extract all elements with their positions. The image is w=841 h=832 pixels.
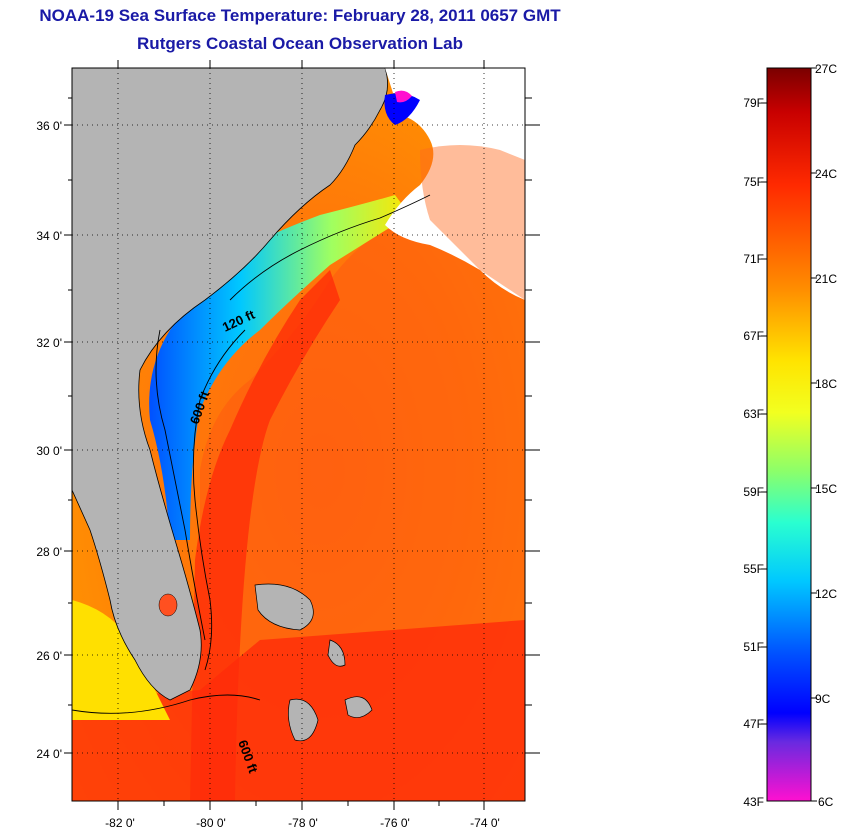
bahamas-island	[254, 583, 314, 631]
bahamas-island	[288, 698, 319, 742]
colorbar-c-27: 27C	[815, 62, 837, 76]
sst-map	[72, 68, 525, 801]
lat-label-28: 28 0'	[36, 545, 62, 559]
colorbar-f-75: 75F	[743, 175, 764, 189]
map-frame	[71, 67, 526, 802]
lake-okeechobee	[158, 593, 178, 617]
colorbar-f-55: 55F	[743, 562, 764, 576]
colorbar-c-15: 15C	[815, 482, 837, 496]
colorbar-ticks	[761, 67, 817, 802]
bahamas-island	[344, 696, 373, 718]
colorbar-f-63: 63F	[743, 407, 764, 421]
pamlico-sound	[384, 93, 420, 125]
lon-label-80: -80 0'	[196, 816, 226, 830]
colorbar-f-51: 51F	[743, 640, 764, 654]
lon-label-76: -76 0'	[380, 816, 410, 830]
colorbar-f-47: 47F	[743, 717, 764, 731]
colorbar-f-67: 67F	[743, 329, 764, 343]
lon-label-82: -82 0'	[105, 816, 135, 830]
land-southeast-us	[72, 68, 388, 701]
colorbar: 79F 75F 71F 67F 63F 59F 55F 51F 47F 43F …	[743, 62, 837, 809]
colorbar-c-9: 9C	[815, 692, 831, 706]
colorbar-c-21: 21C	[815, 272, 837, 286]
colorbar-gradient	[766, 67, 812, 802]
lat-label-32: 32 0'	[36, 336, 62, 350]
colorbar-f-79: 79F	[743, 96, 764, 110]
contour-120ft-south	[155, 329, 206, 641]
lat-ticks	[64, 97, 540, 754]
lat-label-34: 34 0'	[36, 229, 62, 243]
colorbar-c-6: 6C	[818, 795, 834, 809]
colorbar-f-43: 43F	[743, 795, 764, 809]
lat-label-30: 30 0'	[36, 444, 62, 458]
lat-label-24: 24 0'	[36, 747, 62, 761]
lon-label-74: -74 0'	[470, 816, 500, 830]
lat-label-36: 36 0'	[36, 119, 62, 133]
west-florida-shelf	[72, 600, 170, 720]
cold-estuary	[395, 90, 412, 103]
lon-ticks	[117, 60, 485, 810]
bahamas-island	[327, 639, 346, 667]
colorbar-c-24: 24C	[815, 167, 837, 181]
contour-600ft-straits	[72, 694, 261, 714]
colorbar-f-59: 59F	[743, 485, 764, 499]
colorbar-c-18: 18C	[815, 377, 837, 391]
colorbar-c-12: 12C	[815, 587, 837, 601]
lat-label-26: 26 0'	[36, 649, 62, 663]
map-grid	[72, 68, 525, 801]
partial-cloud-region	[420, 145, 525, 300]
colorbar-f-71: 71F	[743, 252, 764, 266]
map-subtitle: Rutgers Coastal Ocean Observation Lab	[137, 34, 463, 53]
lon-label-78: -78 0'	[288, 816, 318, 830]
cloud-cover	[385, 68, 525, 300]
map-title: NOAA-19 Sea Surface Temperature: Februar…	[39, 6, 561, 25]
